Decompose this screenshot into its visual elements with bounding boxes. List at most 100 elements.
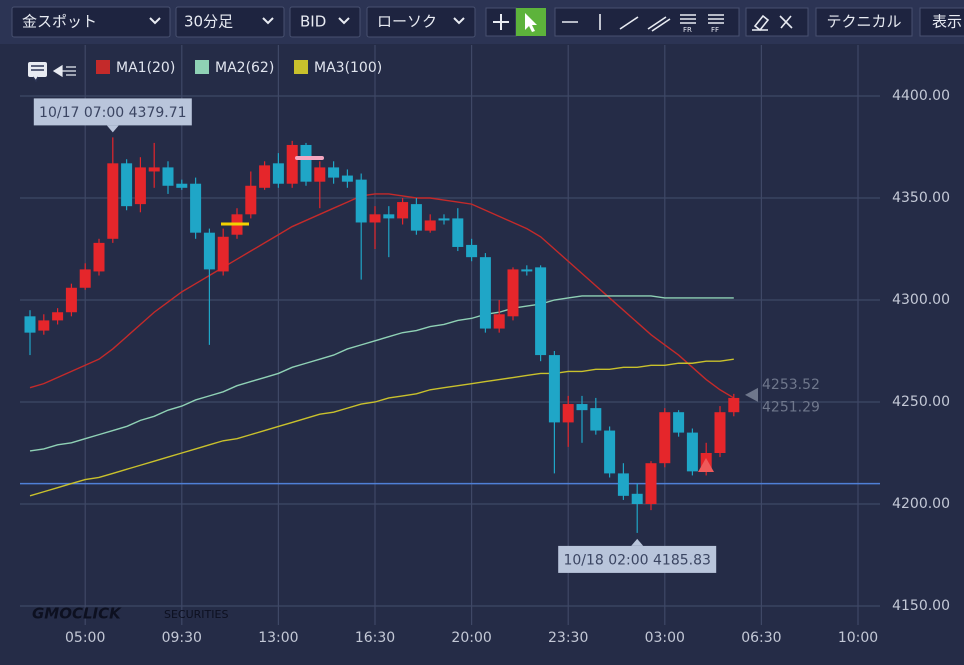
x-tick-label: 09:30: [162, 630, 202, 646]
candle-body: [590, 408, 602, 431]
svg-text:FR: FR: [683, 26, 692, 34]
draw-tools[interactable]: FR FF: [554, 7, 740, 37]
legend-label: MA2(62): [215, 60, 274, 76]
candle-body: [259, 165, 271, 188]
display[interactable]: 表示: [932, 13, 962, 31]
candle-body: [452, 218, 464, 247]
x-tick-label: 10:00: [838, 630, 878, 646]
symbol-select[interactable]: 金スポット: [11, 6, 171, 38]
candle-body: [576, 404, 588, 411]
y-tick-label: 4350.00: [892, 190, 950, 206]
candle-body: [521, 269, 533, 272]
period-select[interactable]: 30分足: [175, 6, 285, 38]
period[interactable]: 30分足: [184, 13, 233, 31]
side-select[interactable]: BID: [289, 6, 361, 38]
legend-icons[interactable]: [28, 62, 76, 83]
annotation: 10/18 02:00 4185.83: [558, 538, 717, 573]
candle-body: [617, 473, 629, 496]
candle-body: [203, 232, 215, 270]
ma-line: [29, 193, 735, 399]
x-tick-label: 16:30: [355, 630, 395, 646]
x-tick-label: 06:30: [741, 630, 781, 646]
candle-body: [107, 163, 119, 239]
candle-body: [286, 144, 298, 184]
candle-body: [535, 267, 547, 356]
watermark: GMOCLICK: [32, 605, 122, 623]
candle-body: [134, 167, 146, 205]
symbol[interactable]: 金スポット: [22, 13, 97, 31]
candle-body: [631, 493, 643, 504]
annotation-text: 10/18 02:00 4185.83: [563, 552, 711, 568]
candle-body: [65, 287, 77, 313]
y-tick-label: 4400.00: [892, 88, 950, 104]
candle-body: [79, 269, 91, 288]
candle-body: [328, 167, 340, 178]
annotation-box: [33, 98, 192, 126]
price-pointer: [745, 387, 758, 402]
candle-body: [162, 167, 174, 186]
svg-text:FF: FF: [711, 26, 719, 34]
candle-body: [410, 204, 422, 231]
candle-body: [369, 214, 381, 223]
legend-label: MA1(20): [116, 60, 175, 76]
candle-body: [190, 183, 202, 233]
candle-body: [148, 167, 160, 172]
display-button[interactable]: 表示: [919, 7, 964, 37]
candle-body: [52, 312, 64, 321]
x-tick-label: 13:00: [258, 630, 298, 646]
candle-body: [659, 412, 671, 464]
legend-swatch: [96, 60, 110, 74]
candle-body: [466, 244, 478, 258]
candle-body: [493, 314, 505, 329]
technical-button[interactable]: テクニカル: [815, 7, 913, 37]
candle-body: [562, 404, 574, 423]
legend-swatch: [294, 60, 308, 74]
annotation-pointer: [631, 538, 644, 546]
annotation-pointer: [106, 125, 119, 133]
annotation: 10/17 07:00 4379.71: [33, 98, 192, 133]
candle-body: [686, 432, 698, 472]
y-tick-label: 4200.00: [892, 496, 950, 512]
technical[interactable]: テクニカル: [826, 13, 901, 31]
y-tick-label: 4150.00: [892, 598, 950, 614]
annotation-text: 10/17 07:00 4379.71: [39, 105, 187, 121]
price-label: 4253.52: [762, 377, 820, 393]
candle-body: [507, 269, 519, 317]
side[interactable]: BID: [300, 13, 326, 31]
y-tick-label: 4250.00: [892, 394, 950, 410]
candle-body: [24, 316, 36, 333]
x-tick-label: 20:00: [451, 630, 491, 646]
ma-line: [29, 358, 734, 497]
candle-body: [383, 214, 395, 219]
candle-body: [714, 412, 726, 453]
x-tick-label: 05:00: [65, 630, 105, 646]
candle-body: [479, 257, 491, 329]
candle-body: [93, 242, 105, 272]
candle-body: [645, 463, 657, 504]
ma-line: [29, 295, 734, 452]
candle-body: [604, 430, 616, 474]
candle-body: [314, 167, 326, 182]
erase-tools[interactable]: [745, 7, 809, 37]
x-tick-label: 23:30: [548, 630, 588, 646]
candle-body: [300, 144, 312, 182]
legend-swatch: [195, 60, 209, 74]
candle-body: [38, 320, 50, 331]
style-select[interactable]: ローソク: [366, 6, 476, 38]
price-label: 4251.29: [762, 399, 820, 415]
candle-body: [121, 163, 133, 207]
x-tick-label: 03:00: [645, 630, 685, 646]
cursor-tools[interactable]: [485, 7, 546, 37]
candle-body: [245, 185, 257, 215]
candle-body: [728, 397, 740, 413]
candle-body: [548, 355, 560, 423]
candle-body: [397, 202, 409, 219]
watermark: SECURITIES: [164, 608, 228, 621]
candle-body: [217, 236, 229, 272]
chart-style[interactable]: ローソク: [377, 13, 437, 31]
y-tick-label: 4300.00: [892, 292, 950, 308]
candle-body: [424, 220, 436, 231]
legend-label: MA3(100): [314, 60, 382, 76]
